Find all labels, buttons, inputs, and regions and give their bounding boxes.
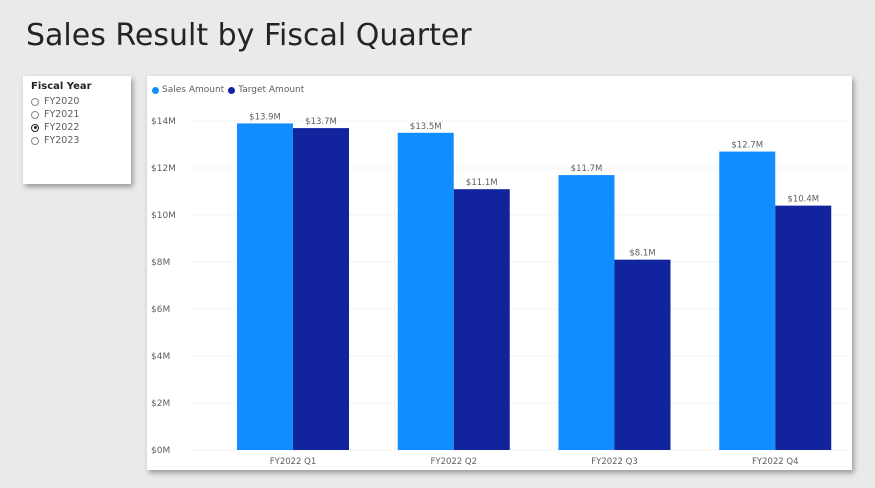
data-label: $13.7M bbox=[305, 117, 337, 127]
data-label: $8.1M bbox=[629, 249, 655, 259]
fiscal-year-slicer[interactable]: Fiscal Year FY2020 FY2021 FY2022 FY2023 bbox=[23, 76, 131, 184]
bar[interactable] bbox=[558, 175, 615, 450]
radio-button-icon[interactable] bbox=[31, 110, 39, 119]
x-tick-label: FY2022 Q3 bbox=[591, 457, 638, 467]
legend-dot-icon bbox=[152, 86, 159, 94]
y-tick-label: $12M bbox=[151, 164, 176, 174]
page-title: Sales Result by Fiscal Quarter bbox=[26, 18, 472, 53]
data-label: $12.7M bbox=[731, 141, 763, 151]
slicer-title: Fiscal Year bbox=[31, 81, 92, 92]
y-tick-label: $0M bbox=[151, 446, 170, 456]
x-tick-label: FY2022 Q4 bbox=[752, 457, 799, 467]
bar[interactable] bbox=[775, 205, 832, 450]
chart-legend: Sales Amount Target Amount bbox=[152, 85, 308, 95]
bar[interactable] bbox=[237, 123, 293, 450]
y-tick-label: $10M bbox=[151, 211, 176, 221]
slicer-option-label: FY2022 bbox=[44, 122, 80, 133]
y-tick-label: $14M bbox=[151, 117, 176, 127]
legend-label: Target Amount bbox=[238, 85, 305, 95]
legend-label: Sales Amount bbox=[162, 85, 225, 95]
bar[interactable] bbox=[453, 189, 510, 450]
y-tick-label: $2M bbox=[151, 399, 170, 409]
slicer-options: FY2020 FY2021 FY2022 FY2023 bbox=[31, 95, 79, 147]
bar[interactable] bbox=[397, 132, 454, 450]
y-tick-label: $8M bbox=[151, 258, 170, 268]
y-tick-label: $6M bbox=[151, 305, 170, 315]
data-label: $11.1M bbox=[466, 178, 498, 188]
data-label: $11.7M bbox=[571, 164, 603, 174]
slicer-option-label: FY2020 bbox=[44, 96, 80, 107]
y-tick-label: $4M bbox=[151, 352, 170, 362]
slicer-option-fy2023[interactable]: FY2023 bbox=[31, 134, 79, 147]
slicer-option-fy2022[interactable]: FY2022 bbox=[31, 121, 79, 134]
slicer-option-label: FY2023 bbox=[44, 135, 80, 146]
data-label: $13.5M bbox=[410, 122, 442, 132]
x-tick-label: FY2022 Q2 bbox=[430, 457, 477, 467]
radio-button-icon[interactable] bbox=[31, 97, 39, 106]
bar[interactable] bbox=[293, 128, 349, 450]
legend-item-sales-amount[interactable]: Sales Amount bbox=[152, 85, 224, 95]
radio-button-icon[interactable] bbox=[31, 123, 39, 132]
slicer-option-fy2020[interactable]: FY2020 bbox=[31, 95, 79, 108]
data-label: $10.4M bbox=[787, 195, 819, 205]
clustered-column-chart[interactable]: Sales Amount Target Amount $0M $2M $4M $6M $… bbox=[147, 76, 852, 470]
data-label: $13.9M bbox=[249, 112, 281, 122]
x-tick-label: FY2022 Q1 bbox=[270, 457, 317, 467]
legend-dot-icon bbox=[228, 86, 236, 94]
chart-plot-area: $0M $2M $4M $6M $8M $10M $12M $14M $13.9M $13.7M F… bbox=[151, 112, 847, 467]
slicer-option-fy2021[interactable]: FY2021 bbox=[31, 108, 79, 121]
slicer-option-label: FY2021 bbox=[44, 109, 80, 120]
radio-button-icon[interactable] bbox=[31, 136, 39, 145]
bar[interactable] bbox=[719, 151, 776, 450]
legend-item-target-amount[interactable]: Target Amount bbox=[228, 85, 304, 95]
bar[interactable] bbox=[614, 259, 671, 450]
